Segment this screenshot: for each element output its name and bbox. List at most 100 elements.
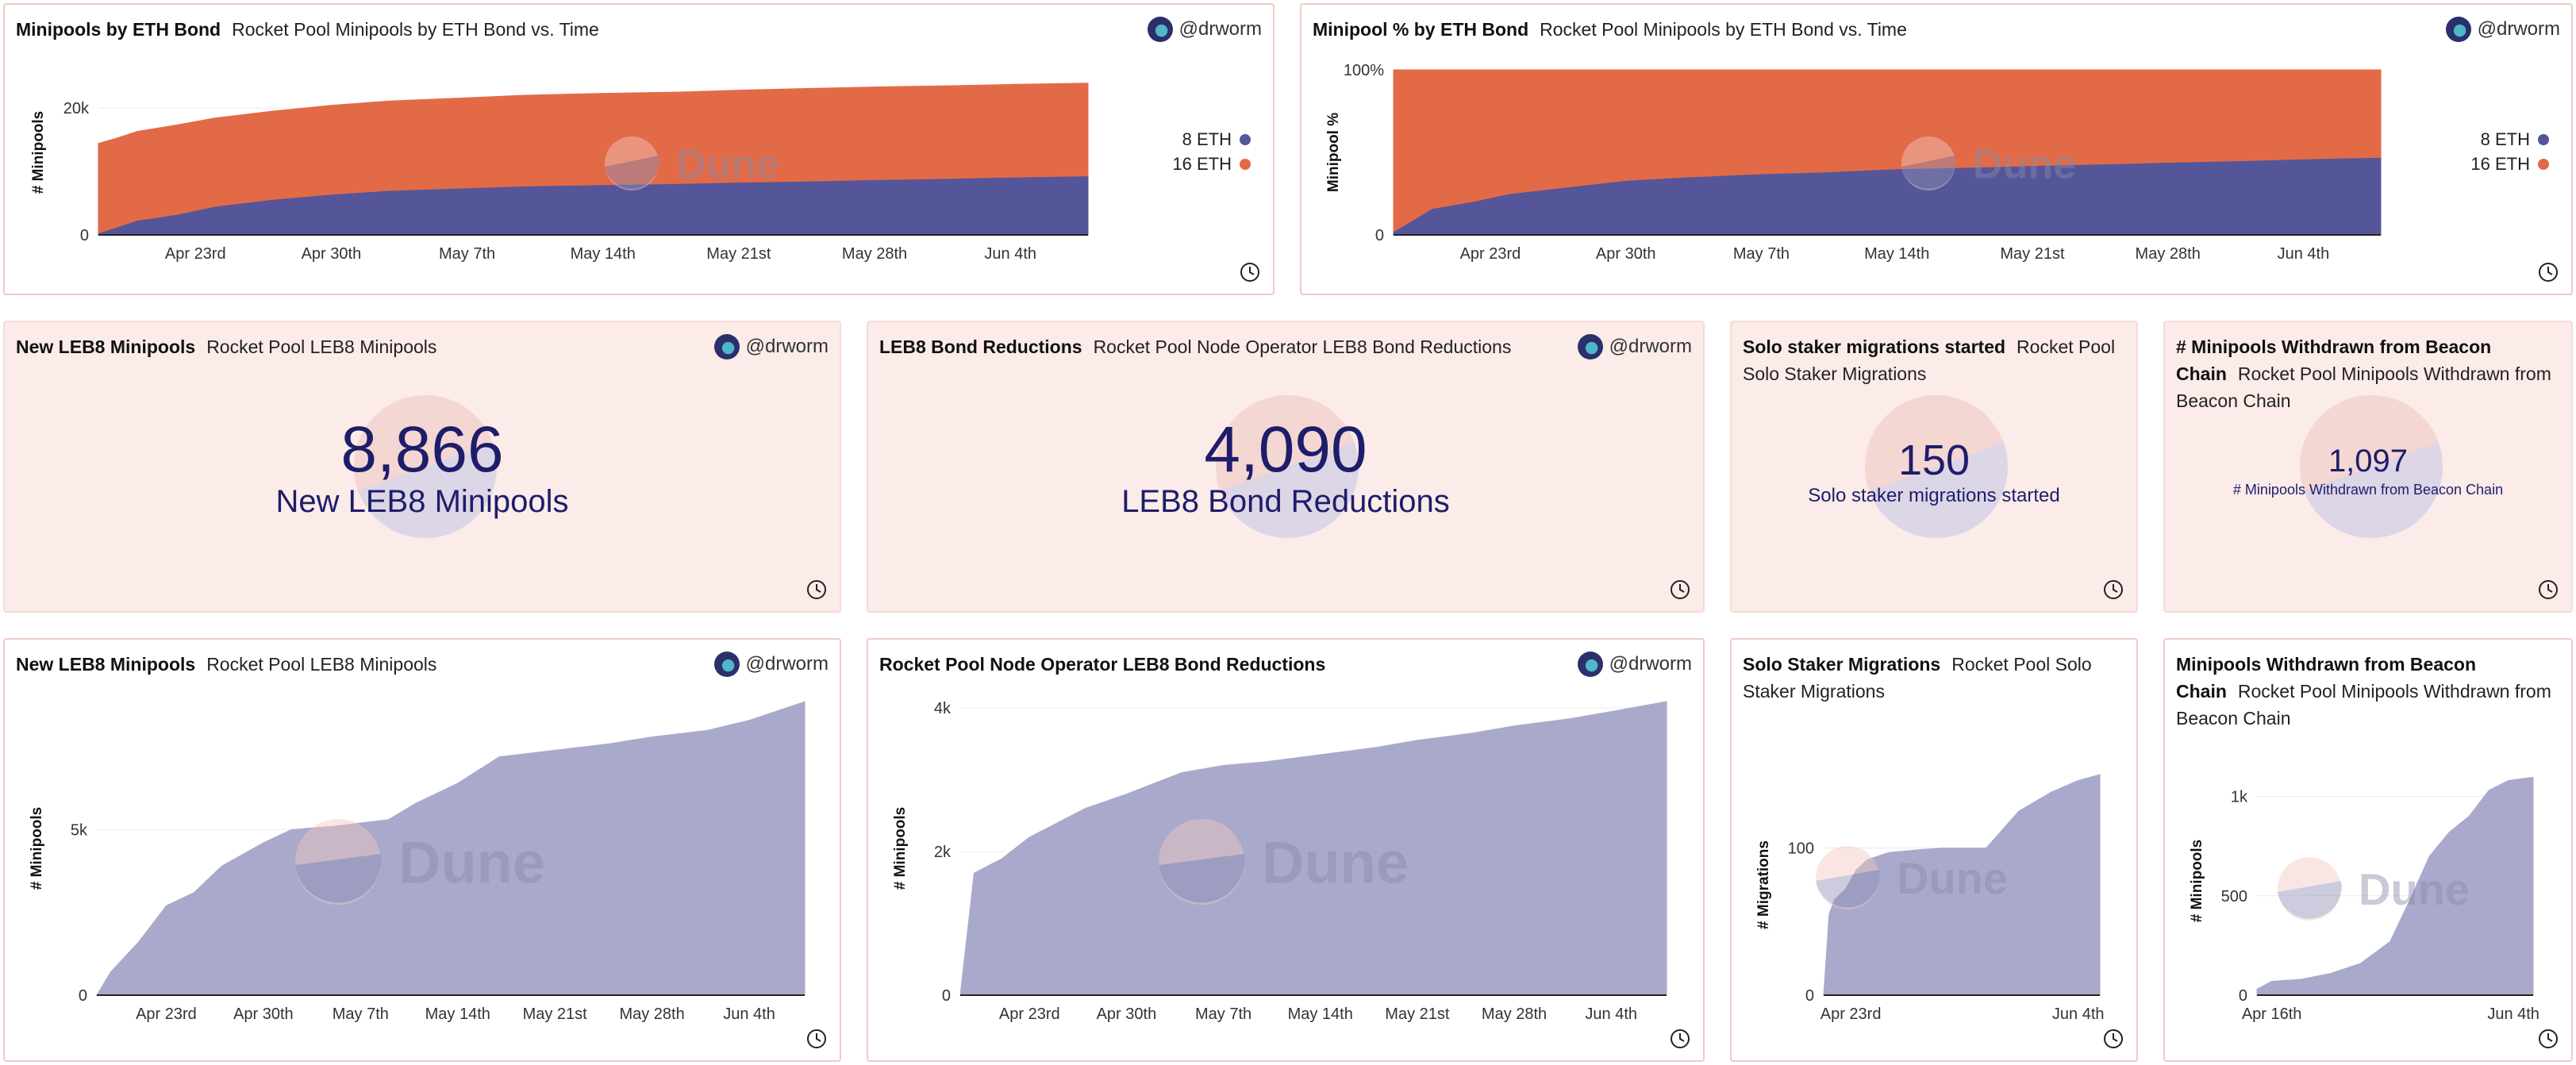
y-tick-label: 1k [2231,789,2248,806]
watermark-text: Dune [398,830,545,896]
watermark-circle [1159,819,1244,905]
legend-item-16eth[interactable]: 16 ETH [1172,152,1251,176]
y-tick-label: 4k [934,700,952,717]
y-axis-label: # Minipools [892,807,909,890]
series-area [1823,774,2101,996]
counter-value: 150 [1897,436,1970,484]
avatar [1147,17,1173,42]
y-tick-label: 100% [1344,62,1384,79]
watermark-circle [1816,846,1879,909]
author-link[interactable]: @drworm [1147,16,1262,43]
watermark-logo: Dune [1159,819,1409,905]
y-axis-label: Minipool % [1325,113,1342,192]
x-tick-label: May 28th [1482,1005,1547,1023]
watermark-text: Dune [1897,853,2008,903]
legend-item-8eth[interactable]: 8 ETH [1172,127,1251,152]
y-tick-label: 500 [2221,888,2247,905]
watermark-logo: Dune [1901,136,2076,190]
chart-panel-leb8: New LEB8 Minipools Rocket Pool LEB8 Minip… [3,638,841,1062]
x-tick-label: May 21st [523,1005,588,1023]
panel-title: Minipools by ETH Bond Rocket Pool Minipoo… [16,19,599,40]
counter-value: 1,097 [2328,444,2409,479]
clock-icon[interactable] [2103,579,2124,600]
x-tick-label: May 14th [571,245,636,263]
watermark-circle [605,136,659,190]
legend-item-8eth[interactable]: 8 ETH [2470,127,2549,152]
y-axis-label: # Minipools [2189,840,2205,923]
y-tick-label: 100 [1788,840,1814,858]
panel-title: Rocket Pool Node Operator LEB8 Bond Redu… [879,654,1326,675]
avatar [1577,334,1603,359]
counter-panel-solo: Solo staker migrations started Rocket Poo… [1730,321,2138,613]
y-tick-label: 20k [63,100,90,117]
counter-label: LEB8 Bond Reductions [1121,484,1450,519]
avatar [1577,652,1603,677]
chart-reductions: 0 2k 4k Apr 23rd Apr 30th May 7th May 14th May … [892,700,1667,1023]
y-axis-label: # Minipools [30,111,47,194]
x-tick-label: Apr 16th [2242,1005,2302,1023]
panel-title: New LEB8 Minipools Rocket Pool LEB8 Minip… [16,654,437,675]
x-tick-label: Apr 30th [302,245,362,263]
counter-panel-leb8: New LEB8 Minipools Rocket Pool LEB8 Minip… [3,321,841,613]
x-tick-label: May 28th [842,245,907,263]
clock-icon[interactable] [806,1028,827,1049]
chart-withdrawn: 0 500 1k Apr 16th Jun 4th # Minipools Dune [2189,776,2539,1023]
author-link[interactable]: @drworm [1577,333,1692,360]
x-tick-label: Apr 23rd [165,245,226,263]
clock-icon[interactable] [1240,262,1260,283]
y-tick-label: 0 [79,987,87,1005]
y-axis-label: # Minipools [29,807,45,890]
series-area-16eth [1393,69,2382,233]
watermark-circle [295,819,381,905]
series-area [959,701,1667,996]
x-tick-label: Apr 30th [1596,245,1656,263]
chart-panel-bond: Minipools by ETH Bond Rocket Pool Minipoo… [3,3,1275,295]
clock-icon[interactable] [806,579,827,600]
x-tick-label: Jun 4th [2487,1005,2539,1023]
counter-value: 8,866 [340,413,504,486]
x-tick-label: Apr 23rd [999,1005,1060,1023]
author-link[interactable]: @drworm [2445,16,2560,43]
clock-icon[interactable] [1670,579,1690,600]
clock-icon[interactable] [2103,1028,2124,1049]
series-area [2256,776,2534,996]
x-tick-label: Jun 4th [2052,1005,2105,1023]
panel-title: Solo Staker Migrations Rocket Pool Solo S… [1743,654,2092,702]
x-tick-label: May 21st [2000,245,2065,263]
x-tick-label: Apr 23rd [1460,245,1521,263]
clock-icon[interactable] [2538,262,2559,283]
watermark-logo: Dune [605,136,779,190]
watermark-text: Dune [1973,142,2076,188]
watermark-circle-half [605,156,659,189]
counter: 4,090 LEB8 Bond Reductions [868,416,1703,520]
panel-title: # Minipools Withdrawn from Beacon Chain R… [2176,336,2551,411]
author-link[interactable]: @drworm [713,651,829,678]
avatar [713,334,740,359]
y-tick-label: 0 [1805,987,1814,1005]
avatar [2445,17,2471,42]
y-tick-label: 0 [1375,227,1384,244]
author-link[interactable]: @drworm [713,333,829,360]
clock-icon[interactable] [2538,579,2559,600]
watermark-logo [354,395,497,538]
counter: 1,097 # Minipools Withdrawn from Beacon … [2165,443,2571,500]
x-tick-label: May 14th [1288,1005,1353,1023]
watermark-circle [1901,136,1955,190]
watermark-logo: Dune [1816,846,2008,909]
panel-title: Minipools Withdrawn from Beacon Chain Roc… [2176,654,2551,729]
x-tick-label: May 14th [425,1005,490,1023]
x-tick-label: May 21st [706,245,771,263]
x-tick-label: Apr 23rd [136,1005,197,1023]
clock-icon[interactable] [2538,1028,2559,1049]
chart-panel-bond-pct: Minipool % by ETH Bond Rocket Pool Minipo… [1300,3,2573,295]
watermark-circle-half [1901,156,1956,189]
x-tick-label: May 14th [1864,245,1929,263]
counter-label: # Minipools Withdrawn from Beacon Chain [2232,482,2504,498]
x-tick-label: May 28th [2136,245,2201,263]
watermark-circle-half [295,854,382,903]
panel-title: LEB8 Bond Reductions Rocket Pool Node Ope… [879,336,1512,357]
legend-item-16eth[interactable]: 16 ETH [2470,152,2549,176]
clock-icon[interactable] [1670,1028,1690,1049]
author-link[interactable]: @drworm [1577,651,1692,678]
counter: 150 Solo staker migrations started [1732,436,2136,508]
